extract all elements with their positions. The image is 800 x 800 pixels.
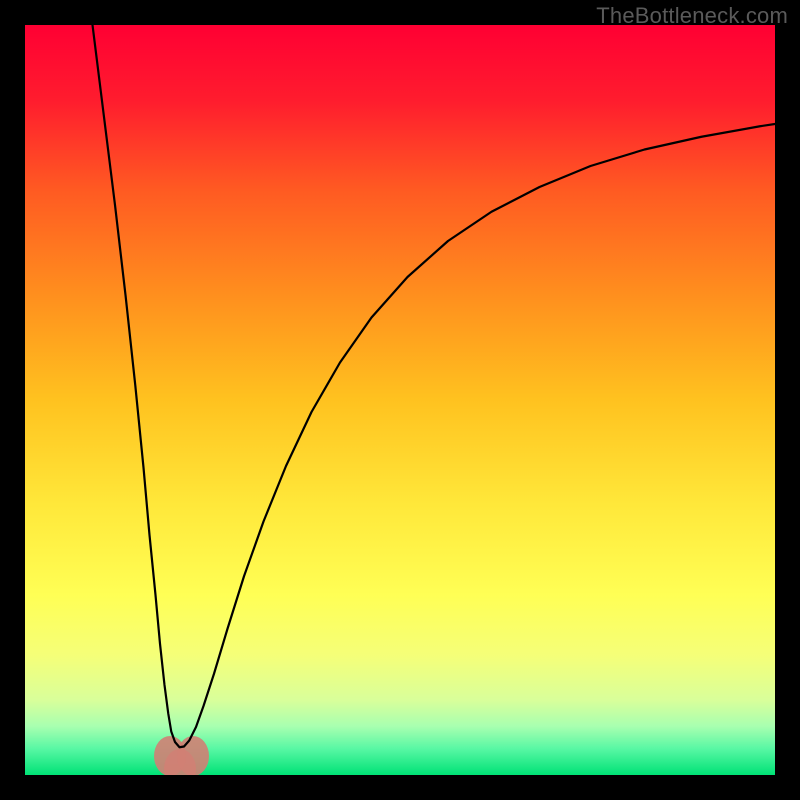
cusp-marker <box>177 736 209 775</box>
chart-stage: TheBottleneck.com <box>0 0 800 800</box>
watermark-text: TheBottleneck.com <box>596 3 788 29</box>
bottleneck-curve <box>93 25 776 747</box>
curve-layer <box>25 25 775 775</box>
plot-area <box>25 25 775 775</box>
